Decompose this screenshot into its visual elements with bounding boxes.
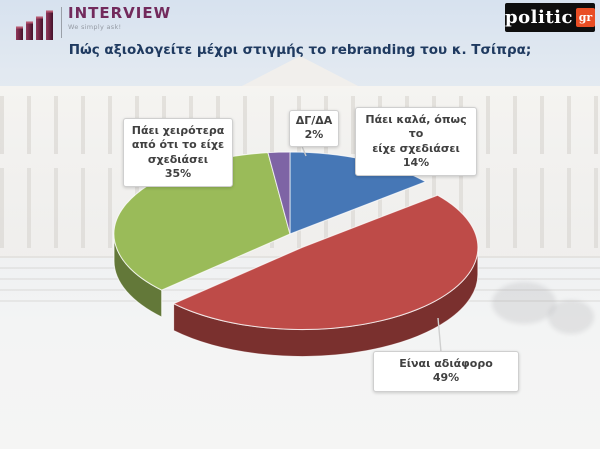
label-dk-na: ΔΓ/ΔΑ 2% <box>289 110 339 147</box>
label-indifferent: Είναι αδιάφορο 49% <box>373 351 519 392</box>
politic-logo-text: politic <box>505 6 573 28</box>
politic-logo-tld-badge: gr <box>575 8 595 27</box>
politic-logo: politic gr <box>505 3 595 32</box>
background-tree <box>548 300 594 334</box>
chart-title: Πώς αξιολογείτε μέχρι στιγμής το rebrand… <box>68 42 532 58</box>
interview-logo-tagline: We simply ask! <box>68 23 122 31</box>
pie-slices <box>113 151 479 357</box>
interview-logo: INTERVIEW We simply ask! <box>14 5 171 42</box>
callout-line-indifferent <box>437 317 442 353</box>
bar-chart-icon <box>16 10 53 40</box>
logo-divider <box>61 7 62 38</box>
label-going-worse: Πάει χειρότερα από ότι το είχε σχεδιάσει 35… <box>123 118 233 188</box>
pie-slice-1 <box>173 194 479 330</box>
label-going-well: Πάει καλά, όπως το είχε σχεδιάσει 14% <box>355 107 477 177</box>
pie-slice-3 <box>267 151 291 235</box>
interview-logo-text: INTERVIEW <box>68 4 172 22</box>
background-tree <box>492 282 556 324</box>
